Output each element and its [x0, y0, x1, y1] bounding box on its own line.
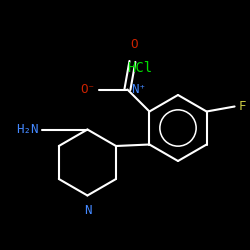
Text: O⁻: O⁻ [80, 83, 96, 96]
Text: O: O [131, 38, 138, 52]
Text: N: N [84, 204, 91, 216]
Text: H₂N: H₂N [16, 123, 38, 136]
Text: F: F [238, 100, 246, 113]
Text: HCl: HCl [128, 61, 152, 75]
Text: N⁺: N⁺ [132, 83, 146, 96]
